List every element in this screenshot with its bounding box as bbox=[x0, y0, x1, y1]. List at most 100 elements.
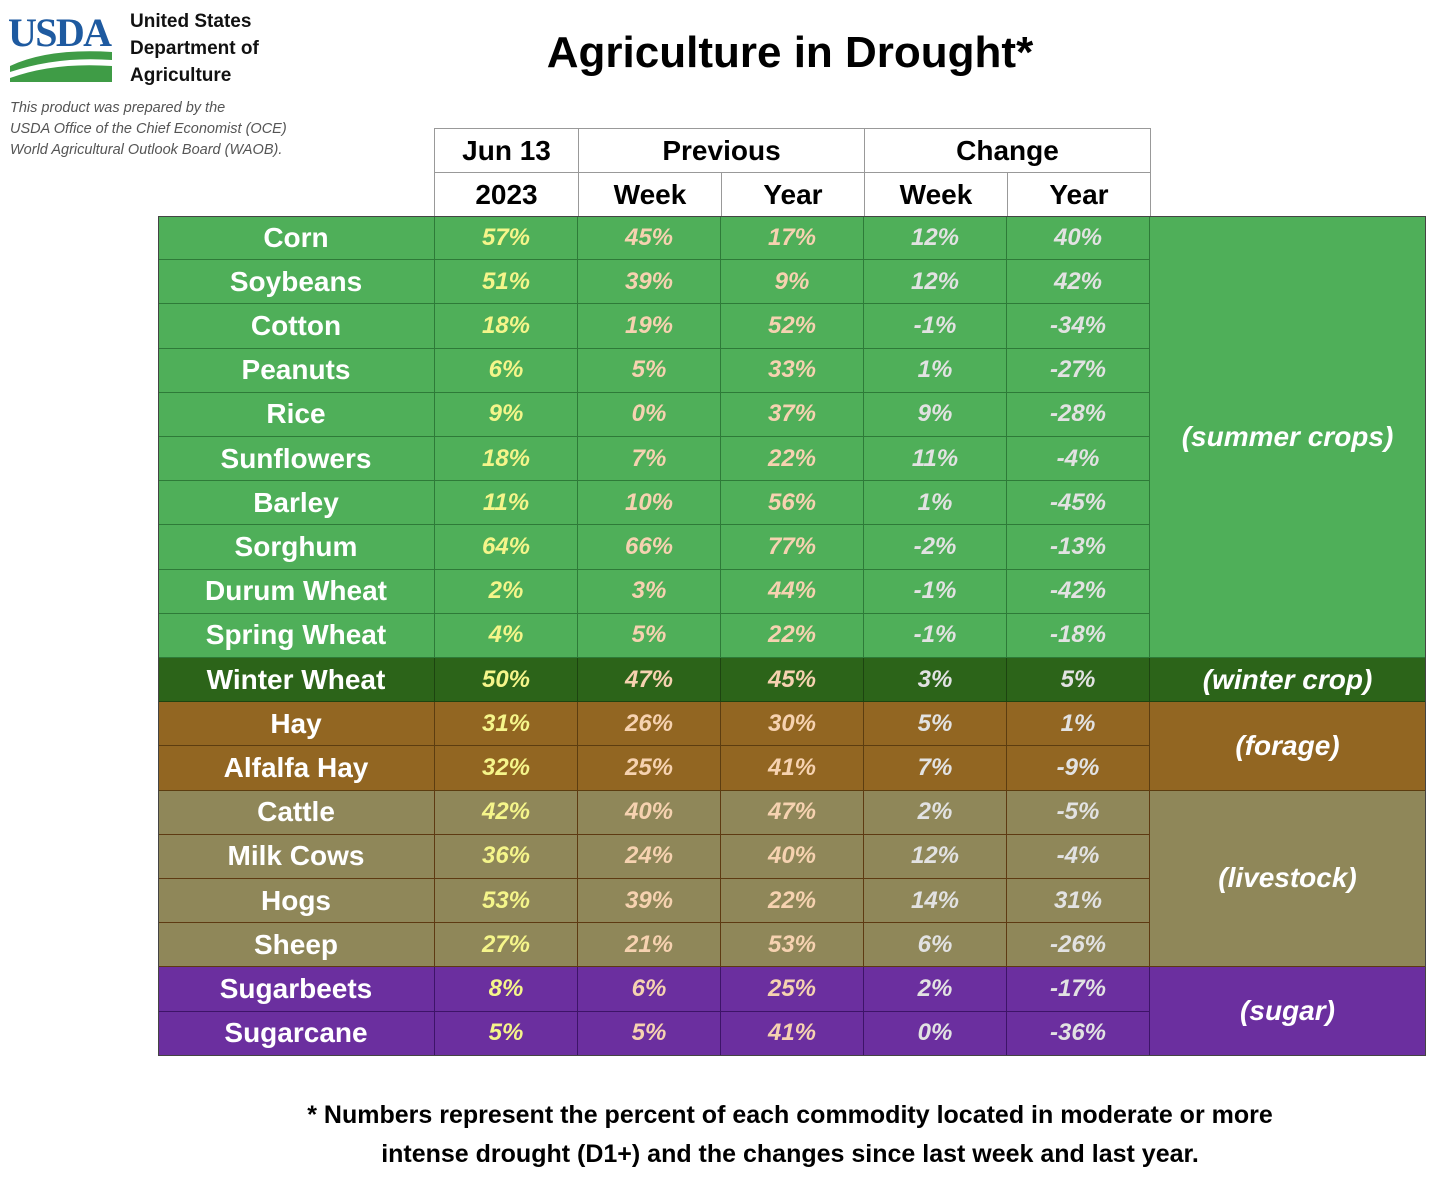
value-cell: 32% bbox=[435, 746, 578, 791]
footnote: * Numbers represent the percent of each … bbox=[200, 1096, 1380, 1174]
value-cell: 5% bbox=[864, 702, 1007, 747]
table-row: Hogs 53% 39% 22% 14% 31% bbox=[158, 879, 1426, 924]
value-cell: 18% bbox=[435, 437, 578, 482]
prepared-line: This product was prepared by the bbox=[10, 100, 226, 116]
value-cell: 12% bbox=[864, 260, 1007, 305]
value-cell: -4% bbox=[1007, 834, 1150, 879]
value-cell: 39% bbox=[578, 260, 721, 305]
value-cell: 10% bbox=[578, 481, 721, 526]
value-cell: -1% bbox=[864, 569, 1007, 614]
value-cell: 64% bbox=[435, 525, 578, 570]
usda-logo: USDA bbox=[8, 10, 112, 82]
footnote-line: intense drought (D1+) and the changes si… bbox=[381, 1140, 1199, 1168]
value-cell: 5% bbox=[578, 348, 721, 393]
value-cell: 53% bbox=[435, 879, 578, 924]
value-cell: 0% bbox=[864, 1011, 1007, 1056]
header-2023: 2023 bbox=[434, 172, 579, 217]
value-cell: 41% bbox=[721, 746, 864, 791]
value-cell: -5% bbox=[1007, 790, 1150, 835]
value-cell: 42% bbox=[1007, 260, 1150, 305]
value-cell: 44% bbox=[721, 569, 864, 614]
commodity-name: Cotton bbox=[158, 304, 435, 349]
agency-line: Agriculture bbox=[130, 65, 232, 86]
commodity-name: Milk Cows bbox=[158, 834, 435, 879]
value-cell: 9% bbox=[435, 392, 578, 437]
value-cell: -42% bbox=[1007, 569, 1150, 614]
value-cell: -2% bbox=[864, 525, 1007, 570]
value-cell: 40% bbox=[578, 790, 721, 835]
commodity-name: Barley bbox=[158, 481, 435, 526]
commodity-name: Soybeans bbox=[158, 260, 435, 305]
group-label: (forage) bbox=[1150, 702, 1426, 791]
value-cell: 33% bbox=[721, 348, 864, 393]
usda-logo-swoosh bbox=[10, 51, 112, 72]
value-cell: 53% bbox=[721, 923, 864, 968]
prepared-line: USDA Office of the Chief Economist (OCE) bbox=[10, 121, 287, 137]
commodity-name: Cattle bbox=[158, 790, 435, 835]
commodity-name: Hogs bbox=[158, 879, 435, 924]
value-cell: 9% bbox=[721, 260, 864, 305]
value-cell: 42% bbox=[435, 790, 578, 835]
value-cell: 45% bbox=[721, 658, 864, 703]
value-cell: -17% bbox=[1007, 967, 1150, 1012]
prepared-line: World Agricultural Outlook Board (WAOB). bbox=[10, 142, 283, 158]
value-cell: 7% bbox=[578, 437, 721, 482]
value-cell: 31% bbox=[1007, 879, 1150, 924]
commodity-name: Sugarcane bbox=[158, 1011, 435, 1056]
commodity-name: Durum Wheat bbox=[158, 569, 435, 614]
value-cell: -26% bbox=[1007, 923, 1150, 968]
value-cell: 12% bbox=[864, 216, 1007, 261]
value-cell: -36% bbox=[1007, 1011, 1150, 1056]
value-cell: 26% bbox=[578, 702, 721, 747]
commodity-name: Winter Wheat bbox=[158, 658, 435, 703]
group-label: (summer crops) bbox=[1150, 216, 1426, 658]
value-cell: 66% bbox=[578, 525, 721, 570]
value-cell: 47% bbox=[578, 658, 721, 703]
value-cell: -18% bbox=[1007, 613, 1150, 658]
value-cell: 25% bbox=[721, 967, 864, 1012]
value-cell: 21% bbox=[578, 923, 721, 968]
value-cell: 36% bbox=[435, 834, 578, 879]
header-jun13: Jun 13 bbox=[434, 128, 579, 173]
value-cell: 19% bbox=[578, 304, 721, 349]
value-cell: 77% bbox=[721, 525, 864, 570]
commodity-name: Sheep bbox=[158, 923, 435, 968]
value-cell: -34% bbox=[1007, 304, 1150, 349]
commodity-name: Hay bbox=[158, 702, 435, 747]
value-cell: 2% bbox=[864, 967, 1007, 1012]
header-previous-week: Week bbox=[578, 172, 722, 217]
value-cell: -27% bbox=[1007, 348, 1150, 393]
value-cell: 18% bbox=[435, 304, 578, 349]
value-cell: 5% bbox=[1007, 658, 1150, 703]
value-cell: 4% bbox=[435, 613, 578, 658]
value-cell: 11% bbox=[864, 437, 1007, 482]
value-cell: 11% bbox=[435, 481, 578, 526]
value-cell: 2% bbox=[435, 569, 578, 614]
value-cell: 22% bbox=[721, 879, 864, 924]
header-previous: Previous bbox=[578, 128, 865, 173]
value-cell: 5% bbox=[578, 613, 721, 658]
commodity-name: Sugarbeets bbox=[158, 967, 435, 1012]
value-cell: 22% bbox=[721, 613, 864, 658]
value-cell: 3% bbox=[864, 658, 1007, 703]
prepared-by-note: This product was prepared by the USDA Of… bbox=[10, 98, 287, 161]
value-cell: 5% bbox=[435, 1011, 578, 1056]
value-cell: 22% bbox=[721, 437, 864, 482]
header-change-year: Year bbox=[1007, 172, 1151, 217]
value-cell: 51% bbox=[435, 260, 578, 305]
value-cell: 45% bbox=[578, 216, 721, 261]
value-cell: -4% bbox=[1007, 437, 1150, 482]
group-label: (livestock) bbox=[1150, 790, 1426, 968]
value-cell: 40% bbox=[1007, 216, 1150, 261]
value-cell: 39% bbox=[578, 879, 721, 924]
value-cell: 8% bbox=[435, 967, 578, 1012]
value-cell: 6% bbox=[864, 923, 1007, 968]
value-cell: 40% bbox=[721, 834, 864, 879]
value-cell: 17% bbox=[721, 216, 864, 261]
value-cell: -1% bbox=[864, 613, 1007, 658]
value-cell: 25% bbox=[578, 746, 721, 791]
value-cell: 27% bbox=[435, 923, 578, 968]
header-previous-year: Year bbox=[721, 172, 865, 217]
value-cell: 50% bbox=[435, 658, 578, 703]
value-cell: 56% bbox=[721, 481, 864, 526]
